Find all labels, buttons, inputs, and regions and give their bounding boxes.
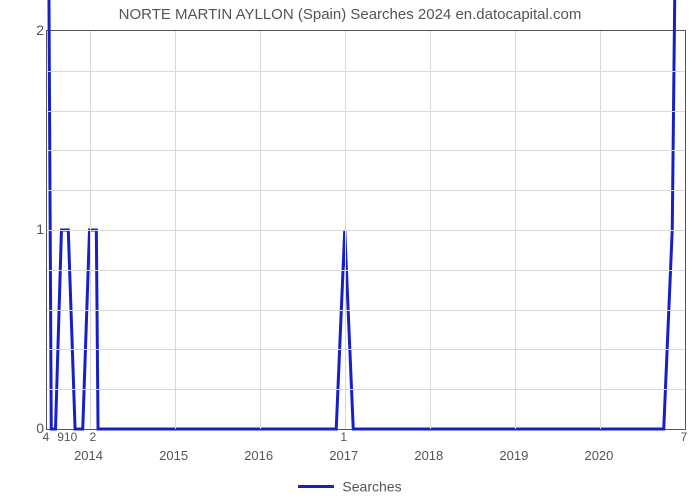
chart-title: NORTE MARTIN AYLLON (Spain) Searches 202… xyxy=(0,6,700,23)
y-tick-label: 1 xyxy=(6,221,44,237)
x-tick-label: 2017 xyxy=(329,448,358,463)
searches-chart: NORTE MARTIN AYLLON (Spain) Searches 202… xyxy=(0,0,700,500)
gridline-v xyxy=(260,31,261,429)
x-tick-label: 2019 xyxy=(499,448,528,463)
gridline-h-minor xyxy=(47,310,685,311)
point-label: 4 xyxy=(43,430,50,444)
gridline-h-minor xyxy=(47,71,685,72)
plot-area xyxy=(46,30,686,430)
gridline-v xyxy=(345,31,346,429)
gridline-h-minor xyxy=(47,349,685,350)
point-label: 1 xyxy=(340,430,347,444)
legend-label: Searches xyxy=(342,478,401,494)
gridline-v xyxy=(430,31,431,429)
gridline-h-minor xyxy=(47,270,685,271)
y-tick-label: 2 xyxy=(6,22,44,38)
gridline-v xyxy=(175,31,176,429)
legend-swatch xyxy=(298,485,334,488)
x-tick-label: 2015 xyxy=(159,448,188,463)
gridline-h-minor xyxy=(47,190,685,191)
x-tick-label: 2016 xyxy=(244,448,273,463)
gridline-v xyxy=(90,31,91,429)
gridline-h-minor xyxy=(47,150,685,151)
gridline-v xyxy=(515,31,516,429)
point-label: 910 xyxy=(57,430,77,444)
x-tick-label: 2018 xyxy=(414,448,443,463)
x-tick-label: 2014 xyxy=(74,448,103,463)
point-label: 2 xyxy=(89,430,96,444)
gridline-h-minor xyxy=(47,389,685,390)
point-label: 7 xyxy=(681,430,688,444)
y-tick-label: 0 xyxy=(6,420,44,436)
gridline-h xyxy=(47,230,685,231)
legend: Searches xyxy=(0,477,700,494)
x-tick-label: 2020 xyxy=(584,448,613,463)
gridline-v xyxy=(600,31,601,429)
gridline-h-minor xyxy=(47,111,685,112)
